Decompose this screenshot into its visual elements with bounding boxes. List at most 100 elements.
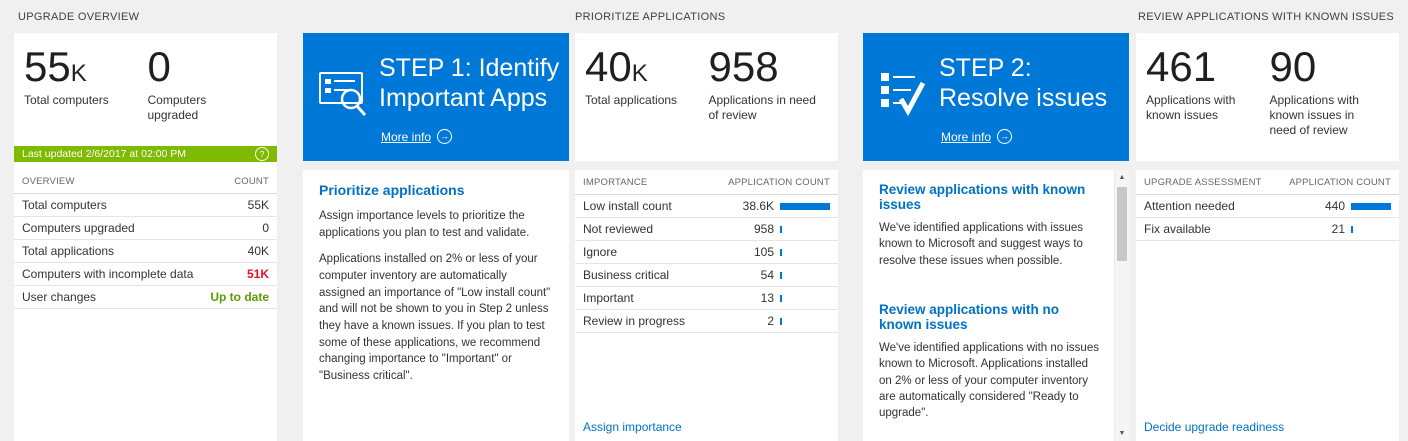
column-header: UPGRADE ASSESSMENT (1144, 176, 1262, 188)
last-updated-text: Last updated 2/6/2017 at 02:00 PM (22, 148, 187, 160)
count-bar (1351, 225, 1391, 233)
stat-value: 0 (147, 43, 171, 90)
count-bar (780, 271, 830, 279)
count-bar-fill (780, 202, 830, 210)
table-row[interactable]: Not reviewed 958 (575, 218, 838, 241)
scroll-up-icon[interactable]: ▲ (1118, 174, 1126, 181)
review-section-link[interactable]: Review applications with no known issues (879, 301, 1060, 332)
row-label: Review in progress (583, 314, 686, 328)
count-bar-fill (780, 248, 782, 256)
step2-title: STEP 2: Resolve issues (939, 54, 1108, 112)
row-value: 13 (760, 291, 774, 305)
count-bar (780, 317, 830, 325)
prioritize-applications-heading[interactable]: Prioritize applications (319, 182, 465, 198)
table-row[interactable]: Total computers 55K (14, 194, 277, 217)
step1-title: STEP 1: Identify Important Apps (379, 54, 560, 112)
table-row[interactable]: Attention needed 440 (1136, 195, 1399, 218)
overview-stats: 55K Total computers 0 Computers upgraded (14, 33, 277, 123)
review-section: Review applications with no known issues… (879, 302, 1101, 422)
identify-apps-icon (317, 69, 369, 124)
scrollbar[interactable]: ▲ ▼ (1114, 170, 1129, 441)
column-header: OVERVIEW (22, 175, 75, 187)
stat-value: 40K (585, 43, 648, 90)
stat-known-issues-need-review[interactable]: 90 Applications with known issues in nee… (1270, 46, 1394, 138)
stat-total-computers[interactable]: 55K Total computers (24, 46, 148, 123)
row-label: Not reviewed (583, 222, 654, 236)
table-row[interactable]: Low install count 38.6K (575, 195, 838, 218)
row-value: Up to date (210, 290, 269, 304)
step1-card[interactable]: STEP 1: Identify Important Apps More inf… (303, 33, 569, 161)
stat-value: 90 (1269, 43, 1317, 90)
step1-more-info-link[interactable]: More info → (381, 129, 453, 144)
decide-upgrade-readiness-link[interactable]: Decide upgrade readiness (1144, 420, 1285, 434)
assessment-table-card: UPGRADE ASSESSMENT APPLICATION COUNT Atten… (1136, 170, 1399, 441)
row-value: 958 (753, 222, 774, 236)
table-row[interactable]: Ignore 105 (575, 241, 838, 264)
row-label: Total applications (22, 244, 115, 258)
table-row[interactable]: Computers upgraded 0 (14, 217, 277, 240)
count-bar (780, 248, 830, 256)
table-row[interactable]: Total applications 40K (14, 240, 277, 263)
review-section: Review applications with known issues We'… (879, 182, 1101, 269)
table-row[interactable]: Important 13 (575, 287, 838, 310)
row-label: User changes (22, 290, 97, 304)
row-value: 55K (247, 198, 269, 212)
table-row[interactable]: Fix available 21 (1136, 218, 1399, 241)
row-label: Computers upgraded (22, 221, 135, 235)
count-bar-fill (780, 317, 782, 325)
scroll-down-icon[interactable]: ▼ (1118, 430, 1126, 437)
step2-more-info-link[interactable]: More info → (941, 129, 1013, 144)
scrollbar-thumb[interactable] (1117, 187, 1127, 261)
row-value: 54 (760, 268, 774, 282)
table-row[interactable]: Business critical 54 (575, 264, 838, 287)
row-label: Low install count (583, 199, 672, 213)
column-header: APPLICATION COUNT (1289, 176, 1391, 188)
row-value: 38.6K (742, 199, 774, 213)
count-bar-fill (1351, 202, 1391, 210)
step2-card[interactable]: STEP 2: Resolve issues More info → (863, 33, 1129, 161)
count-bar-fill (1351, 225, 1353, 233)
stat-label: Total computers (24, 93, 109, 107)
review-section-link[interactable]: Review applications with known issues (879, 182, 1086, 212)
table-header-row: UPGRADE ASSESSMENT APPLICATION COUNT (1136, 170, 1399, 195)
count-bar (1351, 202, 1391, 210)
count-bar-fill (780, 294, 782, 302)
stat-label: Applications with known issues (1146, 93, 1236, 122)
stat-computers-upgraded[interactable]: 0 Computers upgraded (148, 46, 272, 123)
arrow-circle-icon: → (437, 129, 453, 144)
overview-table: OVERVIEW COUNT Total computers 55K Computers… (14, 169, 277, 309)
row-label: Important (583, 291, 634, 305)
stat-total-applications[interactable]: 40K Total applications (585, 46, 709, 123)
column-header: COUNT (234, 175, 269, 187)
stat-value: 958 (708, 43, 779, 90)
review-section-text: We've identified applications with issue… (879, 222, 1083, 267)
review-stats-card: 461 Applications with known issues 90 Ap… (1136, 33, 1399, 161)
count-bar (780, 294, 830, 302)
review-stats: 461 Applications with known issues 90 Ap… (1136, 33, 1399, 138)
column-header: IMPORTANCE (583, 176, 648, 188)
resolve-panel: Review applications with known issues We'… (863, 170, 1129, 441)
row-value: 40K (247, 244, 269, 258)
row-label: Attention needed (1144, 199, 1235, 213)
row-label: Ignore (583, 245, 618, 259)
stat-value: 461 (1146, 43, 1217, 90)
help-icon[interactable]: ? (255, 147, 269, 161)
stat-apps-need-review[interactable]: 958 Applications in need of review (709, 46, 833, 123)
section-header-upgrade-overview: UPGRADE OVERVIEW (18, 11, 140, 23)
prioritize-paragraph: Assign importance levels to prioritize t… (319, 210, 530, 239)
row-value: 0 (262, 221, 269, 235)
table-row[interactable]: Computers with incomplete data 51K (14, 263, 277, 286)
last-updated-bar: Last updated 2/6/2017 at 02:00 PM ? (14, 146, 277, 162)
importance-table-card: IMPORTANCE APPLICATION COUNT Low install c… (575, 170, 838, 441)
table-row[interactable]: Review in progress 2 (575, 310, 838, 333)
row-label: Total computers (22, 198, 107, 212)
row-label: Computers with incomplete data (22, 267, 194, 281)
table-row[interactable]: User changes Up to date (14, 286, 277, 309)
arrow-circle-icon: → (997, 129, 1013, 144)
stat-apps-known-issues[interactable]: 461 Applications with known issues (1146, 46, 1270, 138)
row-label: Business critical (583, 268, 670, 282)
assign-importance-link[interactable]: Assign importance (583, 420, 682, 434)
count-bar-fill (780, 225, 782, 233)
section-header-review-applications: REVIEW APPLICATIONS WITH KNOWN ISSUES (1138, 11, 1394, 23)
